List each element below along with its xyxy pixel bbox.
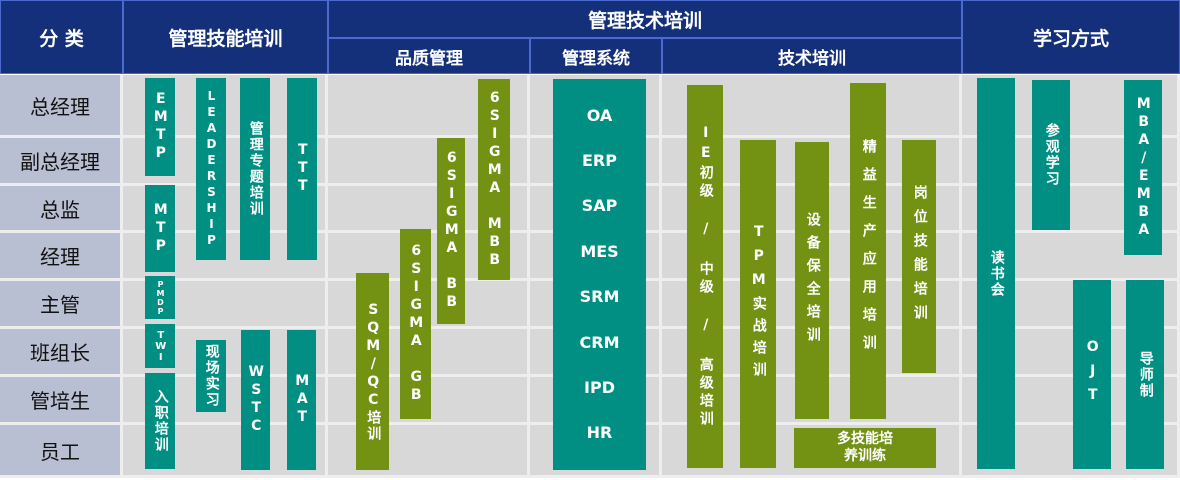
box-reading-club: 读书会 (977, 78, 1015, 469)
row-label: 经理 (0, 233, 123, 281)
row-label: 副总经理 (0, 138, 123, 186)
box-6sigma-bb: 6SIGMA BB (437, 138, 465, 324)
row-label: 班组长 (0, 329, 123, 377)
row-label: 主管 (0, 281, 123, 329)
system-item: SRM (579, 287, 620, 307)
box-equipment-maintenance: 设备保全培训 (795, 142, 829, 419)
box-lean-production: 精益生产应用培训 (850, 83, 886, 419)
box-mba-emba: MBA/EMBA (1124, 80, 1162, 255)
box-tpm: TPM实战培训 (740, 140, 776, 468)
box-wstc: WSTC (241, 330, 270, 470)
header-tech: 技术培训 (662, 38, 962, 74)
system-item: OA (586, 105, 613, 125)
box-onsite-practice: 现场实习 (196, 340, 226, 412)
row-label: 管培生 (0, 377, 123, 425)
box-mgmt-systems: OA ERP SAP MES SRM CRM IPD HR (553, 79, 646, 470)
box-post-skills: 岗位技能培训 (902, 140, 936, 373)
system-item: CRM (579, 332, 620, 352)
box-ie-training: IE初级 / 中级 / 高级培训 (687, 85, 723, 468)
box-ttt: TTT (287, 78, 317, 260)
box-6sigma-mbb: 6SIGMA MBB (478, 79, 510, 280)
header-mgmt-tech: 管理技术培训 (328, 0, 962, 38)
system-item: HR (586, 423, 613, 443)
system-item: IPD (584, 377, 615, 397)
box-twi: TWI (145, 324, 175, 368)
box-multi-skill: 多技能培养训练 (794, 428, 936, 468)
box-emtp: EMTP (145, 78, 175, 176)
row-label: 员工 (0, 425, 123, 478)
header-quality: 品质管理 (328, 38, 530, 74)
system-item: ERP (582, 151, 617, 171)
row-label: 总经理 (0, 75, 123, 138)
box-mtp: MTP (145, 185, 175, 272)
box-pmdp: PMDP (145, 276, 175, 319)
box-6sigma-gb: 6SIGMA GB (400, 229, 431, 419)
header-system: 管理系统 (530, 38, 662, 74)
system-item: MES (580, 241, 619, 261)
system-item: SAP (581, 196, 618, 216)
box-sqm-qc: SQM/QC培训 (356, 273, 389, 470)
box-visit-learning: 参观学习 (1032, 80, 1070, 230)
header-mgmt-skill: 管理技能培训 (123, 0, 328, 74)
box-mat: MAT (287, 330, 316, 470)
row-label: 总监 (0, 186, 123, 233)
box-mentor: 导师制 (1126, 280, 1164, 469)
header-category: 分 类 (0, 0, 123, 74)
box-mgmt-topic: 管理专题培训 (240, 78, 270, 260)
box-leadership: LEADERSHIP (196, 78, 226, 260)
box-ojt: OJT (1073, 280, 1111, 469)
box-onboarding: 入职培训 (145, 373, 175, 469)
header-learning: 学习方式 (962, 0, 1180, 74)
